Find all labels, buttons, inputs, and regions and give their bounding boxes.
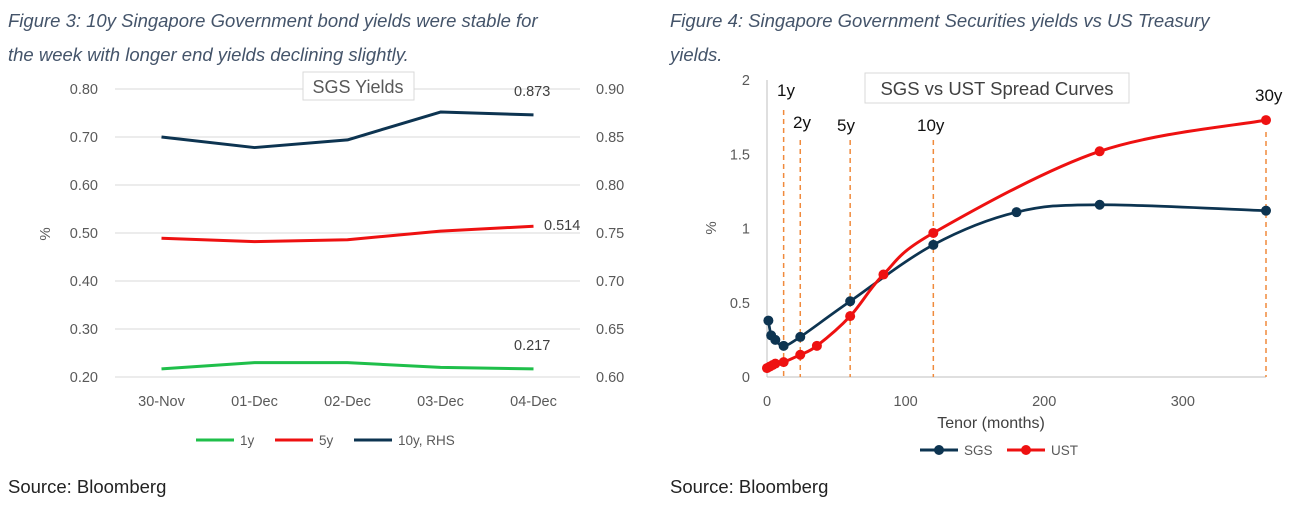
data-point-sgs [1011,207,1022,218]
y-tick-label: 2 [742,73,750,89]
y2-tick-label: 0.90 [596,82,624,98]
chart-title-box [864,72,1130,104]
figure-3-caption-line-1: Figure 3: 10y Singapore Government bond … [8,10,538,31]
figure-3-source: Source: Bloomberg [8,476,167,497]
data-point-sgs [1094,199,1105,210]
chart-title-box [302,71,415,101]
series-line-ust [766,118,1267,370]
x-tick-label: 0 [763,394,771,410]
y-tick-label: 1 [742,222,750,238]
y-tick-label: 0.50 [70,226,98,242]
figure-4-source: Source: Bloomberg [670,476,829,497]
y-tick-label: 1.5 [730,147,750,163]
legend-entry: 10y, RHS [398,433,455,448]
data-point-ust [811,340,822,351]
y-tick-label: 0 [742,370,750,386]
y2-tick-label: 0.85 [596,130,624,146]
chart-title: SGS vs UST Spread Curves [880,78,1113,99]
data-point-sgs [763,315,774,326]
tenor-marker-label: 5y [837,116,855,135]
data-point-ust [770,358,781,369]
x-tick-label: 01-Dec [231,394,278,410]
y-tick-label: 0.60 [70,178,98,194]
data-point-ust [1261,115,1271,126]
legend-entry: 1y [240,433,255,448]
data-label: 0.873 [514,84,550,100]
data-point-ust [1094,146,1105,157]
y-axis-label: % [703,221,720,234]
x-tick-label: 04-Dec [510,394,557,410]
x-tick-label: 100 [894,394,918,410]
data-point-sgs [845,296,856,307]
figure-3-caption-line-2: the week with longer end yields declinin… [8,44,409,65]
x-tick-label: 03-Dec [417,394,464,410]
series-line-5y [161,224,534,244]
y2-tick-label: 0.65 [596,322,624,338]
x-axis-label: Tenor (months) [937,415,1045,432]
data-point-sgs [1261,205,1271,216]
data-point-ust [778,357,789,368]
data-point-sgs [928,239,939,250]
tenor-marker-label: 10y [917,116,945,135]
y2-tick-label: 0.75 [596,226,624,242]
x-tick-label: 200 [1032,394,1056,410]
data-point-sgs [770,334,781,345]
y-tick-label: 0.70 [70,130,98,146]
tenor-marker-label: 30y [1255,86,1283,105]
data-point-sgs [778,340,789,351]
figure-4-caption-line-2: yields. [670,44,723,65]
legend-marker [934,445,944,455]
y-tick-label: 0.80 [70,82,98,98]
data-label: 0.217 [514,338,550,354]
x-tick-label: 300 [1171,394,1195,410]
y-axis-label: % [37,227,54,240]
figure-4-caption-line-1: Figure 4: Singapore Government Securitie… [670,10,1210,31]
x-tick-label: 02-Dec [324,394,371,410]
y-tick-label: 0.5 [730,296,750,312]
tenor-marker-label: 2y [793,113,811,132]
y-tick-label: 0.20 [70,370,98,386]
series-line-10yrhs [161,110,534,150]
y-tick-label: 0.40 [70,274,98,290]
data-point-ust [845,311,856,322]
tenor-marker-label: 1y [777,81,795,100]
legend-entry: SGS [964,443,993,458]
legend-entry: 5y [319,433,334,448]
y2-tick-label: 0.70 [596,274,624,290]
y2-tick-label: 0.60 [596,370,624,386]
series-line-1y [161,361,534,371]
y2-tick-label: 0.80 [596,178,624,194]
y-tick-label: 0.30 [70,322,98,338]
data-label: 0.514 [544,218,580,234]
legend-marker [1021,445,1031,455]
legend-entry: UST [1051,443,1078,458]
data-point-sgs [795,331,806,342]
chart-title: SGS Yields [312,77,403,97]
data-point-ust [795,349,806,360]
data-point-ust [878,269,889,280]
x-tick-label: 30-Nov [138,394,185,410]
data-point-ust [928,227,939,238]
